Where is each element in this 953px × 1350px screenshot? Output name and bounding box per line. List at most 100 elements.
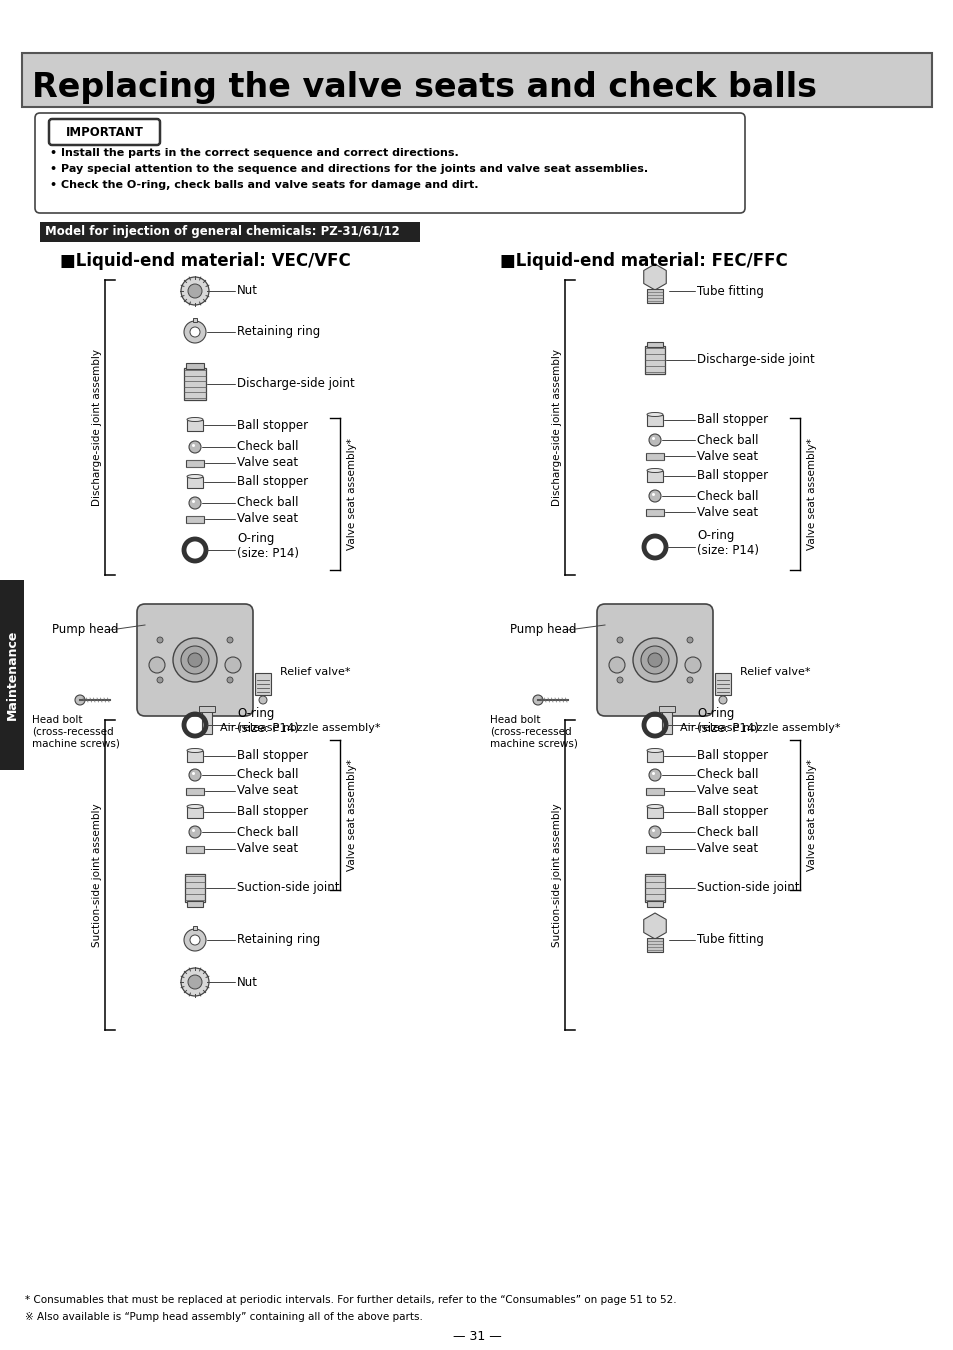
Circle shape [192, 829, 194, 832]
Circle shape [181, 277, 209, 305]
Text: Valve seat assembly*: Valve seat assembly* [806, 437, 816, 549]
Text: Ball stopper: Ball stopper [697, 749, 767, 763]
Circle shape [189, 769, 201, 782]
Text: Suction-side joint: Suction-side joint [697, 882, 799, 895]
Circle shape [533, 695, 542, 705]
Bar [645, 509, 663, 516]
Polygon shape [643, 265, 665, 290]
Ellipse shape [646, 468, 662, 472]
Bar [186, 363, 204, 369]
Circle shape [227, 676, 233, 683]
Circle shape [181, 647, 209, 674]
Text: Check ball: Check ball [697, 433, 758, 447]
Bar [185, 873, 205, 902]
Text: Valve seat: Valve seat [697, 842, 758, 856]
Text: Head bolt
(cross-recessed
machine screws): Head bolt (cross-recessed machine screws… [32, 716, 120, 748]
Circle shape [651, 493, 655, 495]
Polygon shape [643, 913, 665, 940]
Circle shape [157, 637, 163, 643]
Text: IMPORTANT: IMPORTANT [66, 126, 144, 139]
Bar [187, 751, 203, 761]
Bar [646, 414, 662, 425]
Ellipse shape [646, 413, 662, 417]
Text: Check ball: Check ball [236, 825, 298, 838]
Ellipse shape [187, 474, 203, 478]
Ellipse shape [187, 417, 203, 421]
Bar [646, 289, 662, 302]
Text: * Consumables that must be replaced at periodic intervals. For further details, : * Consumables that must be replaced at p… [25, 1295, 676, 1305]
Ellipse shape [187, 805, 203, 809]
Bar [646, 751, 662, 761]
Circle shape [192, 772, 194, 775]
Circle shape [640, 647, 668, 674]
Circle shape [651, 829, 655, 832]
Text: Check ball: Check ball [236, 497, 298, 509]
Circle shape [648, 769, 660, 782]
Bar [646, 900, 662, 907]
Text: Valve seat: Valve seat [236, 784, 297, 798]
Circle shape [686, 637, 692, 643]
Text: Retaining ring: Retaining ring [236, 325, 320, 339]
Ellipse shape [187, 748, 203, 752]
Circle shape [647, 653, 661, 667]
Bar [645, 787, 663, 795]
Bar [184, 369, 206, 400]
Bar [644, 346, 664, 374]
Bar [193, 926, 196, 930]
Bar [644, 873, 664, 902]
Circle shape [608, 657, 624, 674]
Text: Relief valve*: Relief valve* [280, 667, 350, 676]
Text: Ball stopper: Ball stopper [236, 475, 308, 489]
Text: Ball stopper: Ball stopper [236, 749, 308, 763]
Circle shape [684, 657, 700, 674]
Text: O-ring
(size: P14): O-ring (size: P14) [236, 707, 298, 734]
Text: Tube fitting: Tube fitting [697, 933, 763, 946]
Text: Valve seat: Valve seat [236, 456, 297, 470]
Text: O-ring
(size: P14): O-ring (size: P14) [697, 529, 759, 558]
Circle shape [651, 437, 655, 440]
Circle shape [189, 497, 201, 509]
Bar [659, 706, 675, 711]
Circle shape [149, 657, 165, 674]
Text: Head bolt
(cross-recessed
machine screws): Head bolt (cross-recessed machine screws… [490, 716, 578, 748]
Circle shape [617, 637, 622, 643]
Text: Nut: Nut [236, 976, 257, 988]
Bar [254, 674, 271, 695]
Circle shape [633, 639, 677, 682]
Circle shape [190, 936, 200, 945]
Circle shape [172, 639, 216, 682]
Bar [646, 806, 662, 818]
Bar [646, 938, 662, 952]
Text: • Install the parts in the correct sequence and correct directions.: • Install the parts in the correct seque… [50, 148, 458, 158]
Text: Discharge-side joint: Discharge-side joint [697, 354, 814, 366]
Text: Suction-side joint assembly: Suction-side joint assembly [552, 803, 561, 946]
Text: — 31 —: — 31 — [452, 1331, 501, 1343]
Bar [186, 787, 204, 795]
Bar [193, 319, 196, 323]
Text: Pump head: Pump head [510, 624, 576, 636]
Text: Valve seat: Valve seat [697, 784, 758, 798]
Bar [645, 845, 663, 852]
Text: Suction-side joint: Suction-side joint [236, 882, 339, 895]
Text: Valve seat: Valve seat [236, 842, 297, 856]
Circle shape [192, 444, 194, 447]
Circle shape [225, 657, 241, 674]
Bar [199, 706, 214, 711]
Text: Model for injection of general chemicals: PZ-31/61/12: Model for injection of general chemicals… [45, 225, 399, 239]
Bar [40, 221, 419, 242]
Text: Valve seat assembly*: Valve seat assembly* [347, 759, 356, 871]
Bar [661, 710, 671, 734]
Text: Valve seat assembly*: Valve seat assembly* [347, 437, 356, 549]
Text: O-ring
(size: P14): O-ring (size: P14) [697, 707, 759, 734]
Circle shape [686, 676, 692, 683]
Text: • Check the O-ring, check balls and valve seats for damage and dirt.: • Check the O-ring, check balls and valv… [50, 180, 478, 190]
Bar [202, 710, 212, 734]
Text: Ball stopper: Ball stopper [236, 806, 308, 818]
Text: Nut: Nut [236, 285, 257, 297]
Text: ※ Also available is “Pump head assembly” containing all of the above parts.: ※ Also available is “Pump head assembly”… [25, 1312, 422, 1322]
Bar [187, 420, 203, 431]
Text: Retaining ring: Retaining ring [236, 933, 320, 946]
Text: Valve seat: Valve seat [236, 513, 297, 525]
Text: Maintenance: Maintenance [6, 630, 18, 720]
Circle shape [258, 697, 267, 703]
